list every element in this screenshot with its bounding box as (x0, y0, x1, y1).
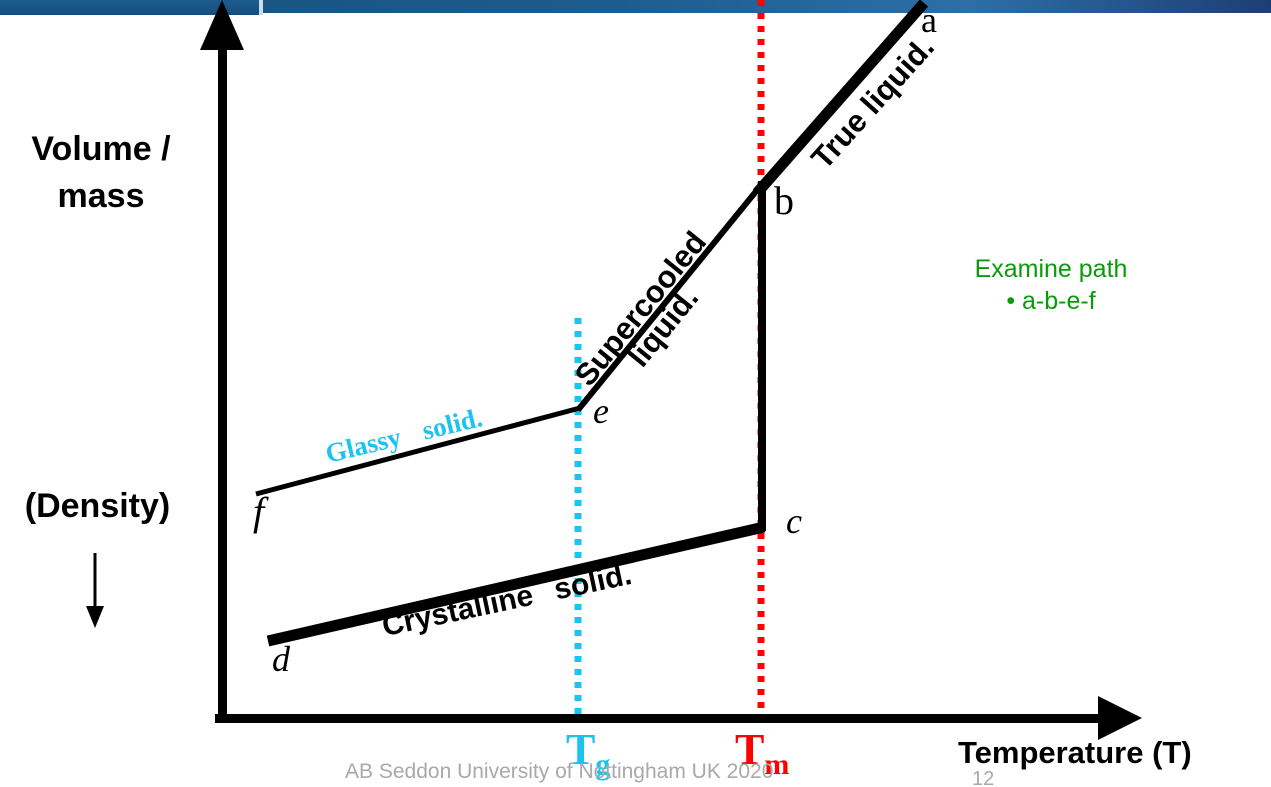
footer-credit: AB Seddon University of Nottingham UK 20… (345, 760, 774, 783)
density-label: (Density) (24, 487, 171, 525)
crystalline-solid-line (266, 521, 766, 647)
examine-path-line1: Examine path (974, 255, 1128, 283)
x-axis-arrow-icon (1098, 696, 1142, 740)
tm-label-sub: m (764, 748, 790, 781)
tm-label: Tm (735, 728, 789, 780)
point-label-a: a (921, 0, 937, 40)
point-label-c: c (786, 501, 802, 541)
glassy-solid-line (255, 405, 581, 497)
x-axis-label: Temperature (T) (958, 735, 1192, 770)
point-label-e: e (593, 391, 609, 431)
supercooled-liquid-line (575, 182, 765, 412)
point-label-b: b (774, 178, 794, 223)
examine-path-line2: • a-b-e-f (1006, 287, 1096, 315)
tg-label-sub: g (595, 748, 611, 781)
y-axis-label: Volume / mass (5, 126, 197, 220)
point-label-f: f (253, 489, 265, 534)
examine-path-note: Examine path • a-b-e-f (955, 253, 1147, 317)
header-bar-left (0, 0, 259, 15)
y-axis-arrow-icon (200, 0, 244, 50)
density-down-arrow-icon (86, 606, 104, 628)
header-bar-right (263, 0, 1271, 13)
tg-label-main: T (566, 725, 596, 774)
x-axis-line (215, 714, 1100, 723)
tg-label: Tg (566, 728, 610, 780)
true-liquid-line (752, 0, 929, 197)
y-axis-line (218, 10, 227, 722)
page-number: 12 (972, 768, 995, 787)
header-bar-separator (259, 0, 263, 15)
y-axis-label-line2: mass (57, 177, 145, 215)
point-label-d: d (272, 639, 290, 679)
y-axis-label-line1: Volume / (31, 130, 171, 168)
tm-label-main: T (735, 725, 765, 774)
